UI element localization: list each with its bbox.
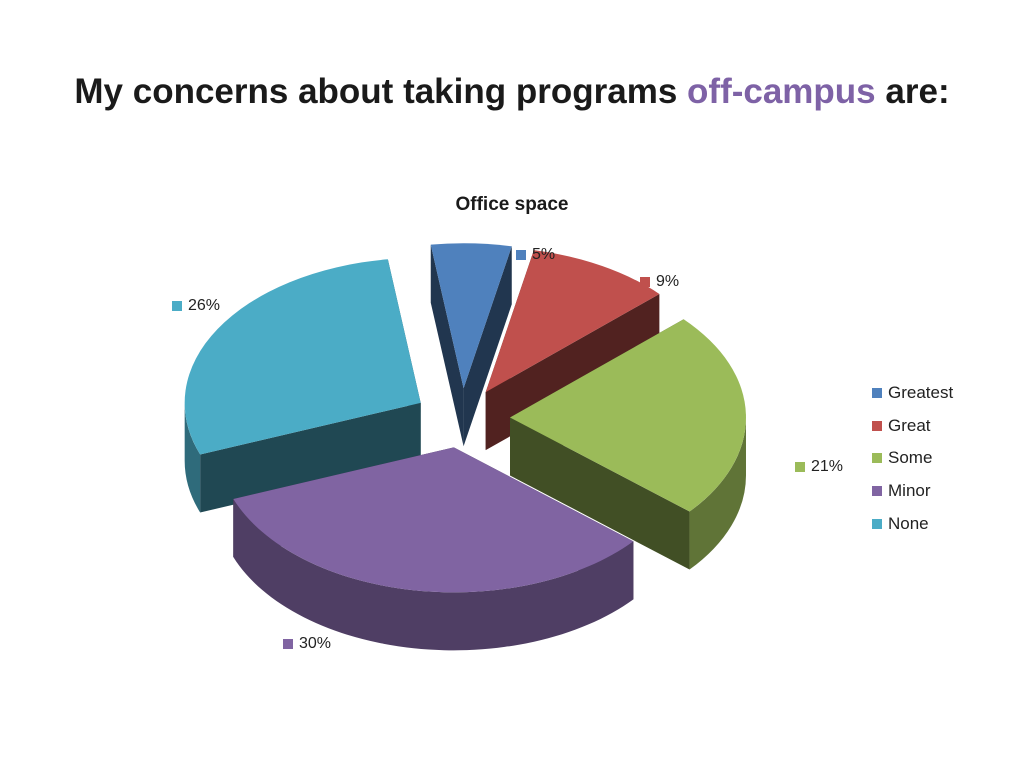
data-label-greatest: 5% (516, 246, 555, 264)
title-accent-text: off-campus (687, 72, 876, 111)
legend-swatch (872, 388, 882, 399)
slice-side-wall (509, 417, 690, 570)
title-text-end: are: (885, 72, 950, 111)
legend-item-great: Great (872, 410, 953, 443)
legend-swatch (872, 420, 882, 431)
slice-rim (184, 402, 201, 513)
legend-swatch (872, 486, 882, 497)
pie-slice-some (509, 319, 746, 570)
data-label-text: 21% (811, 458, 844, 475)
chart-legend: Greatest Great Some Minor None (872, 377, 953, 540)
slice-top (430, 243, 512, 389)
slice-top (233, 447, 634, 593)
data-label-minor: 30% (283, 635, 331, 653)
data-label-swatch (640, 277, 650, 287)
pie-slice-greatest (430, 243, 512, 447)
legend-label: Greatest (888, 383, 954, 403)
title-text: My concerns about taking programs (74, 72, 678, 111)
legend-item-greatest: Greatest (872, 377, 953, 410)
data-label-swatch (283, 639, 293, 649)
slide-title: My concerns about taking programs off-ca… (0, 72, 1024, 112)
data-label-swatch (516, 250, 526, 260)
slice-side-wall (200, 402, 421, 513)
legend-swatch (872, 453, 882, 464)
legend-label: None (888, 513, 929, 533)
slice-top (485, 250, 660, 393)
legend-label: Great (888, 415, 931, 435)
slice-top (184, 259, 421, 455)
chart-title: Office space (455, 194, 569, 215)
slice-rim (233, 498, 634, 651)
data-label-swatch (795, 462, 805, 472)
slice-side-wall (430, 244, 464, 447)
pie-slice-minor (233, 447, 634, 651)
legend-item-none: None (872, 507, 953, 540)
data-label-great: 9% (640, 273, 679, 291)
data-label-none: 26% (172, 297, 220, 315)
data-label-text: 5% (532, 246, 556, 263)
slice-top (509, 319, 746, 512)
data-label-swatch (172, 301, 182, 311)
data-label-text: 30% (299, 635, 332, 652)
data-label-text: 9% (656, 273, 680, 290)
legend-item-some: Some (872, 442, 953, 475)
legend-item-minor: Minor (872, 475, 953, 508)
slice-rim (689, 417, 746, 570)
legend-label: Minor (888, 481, 931, 501)
data-label-text: 26% (188, 297, 221, 314)
data-label-some: 21% (795, 458, 843, 476)
slice-side-wall (463, 246, 512, 447)
pie-slice-none (184, 259, 421, 513)
legend-swatch (872, 518, 882, 529)
legend-label: Some (888, 448, 933, 468)
